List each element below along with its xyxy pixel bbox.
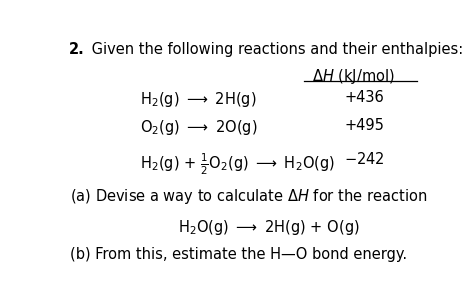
Text: Given the following reactions and their enthalpies:: Given the following reactions and their …	[87, 42, 463, 57]
Text: +436: +436	[344, 90, 384, 105]
Text: $\Delta\mathit{H}$ (kJ/mol): $\Delta\mathit{H}$ (kJ/mol)	[312, 68, 394, 86]
Text: $-$242: $-$242	[344, 151, 384, 167]
Text: O$_2$(g) $\longrightarrow$ 2O(g): O$_2$(g) $\longrightarrow$ 2O(g)	[140, 118, 257, 137]
Text: 2.: 2.	[68, 42, 84, 57]
Text: H$_2$(g) + $\frac{1}{2}$O$_2$(g) $\longrightarrow$ H$_2$O(g): H$_2$(g) + $\frac{1}{2}$O$_2$(g) $\longr…	[140, 151, 335, 177]
Text: H$_2$(g) $\longrightarrow$ 2H(g): H$_2$(g) $\longrightarrow$ 2H(g)	[140, 90, 256, 109]
Text: H$_2$O(g) $\longrightarrow$ 2H(g) + O(g): H$_2$O(g) $\longrightarrow$ 2H(g) + O(g)	[178, 218, 359, 237]
Text: +495: +495	[344, 118, 384, 133]
Text: (b) From this, estimate the H—O bond energy.: (b) From this, estimate the H—O bond ene…	[70, 247, 407, 262]
Text: (a) Devise a way to calculate $\Delta H$ for the reaction: (a) Devise a way to calculate $\Delta H$…	[70, 187, 428, 206]
